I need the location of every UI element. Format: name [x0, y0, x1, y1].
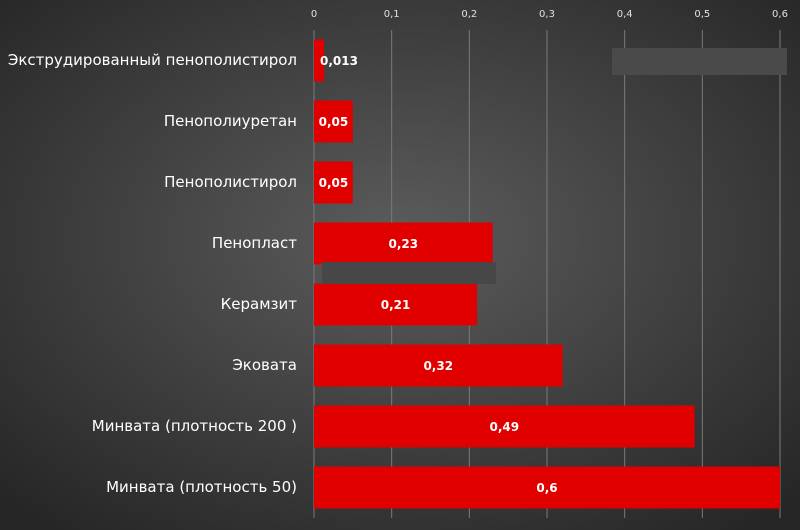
category-label: Керамзит: [221, 295, 298, 313]
x-tick-label: 0,4: [617, 9, 633, 20]
x-tick-label: 0,3: [539, 9, 555, 20]
x-tick-label: 0: [311, 9, 317, 20]
x-tick-label: 0,2: [461, 9, 477, 20]
bar: [314, 39, 325, 82]
category-label: Эковата: [232, 356, 297, 374]
category-label: Пенополистирол: [164, 173, 297, 191]
category-label: Минвата (плотность 200 ): [92, 417, 297, 435]
value-label: 0,23: [389, 237, 419, 251]
bar: [314, 405, 695, 448]
x-tick-label: 0,6: [772, 9, 788, 20]
value-label: 0,013: [320, 54, 358, 68]
value-label: 0,6: [536, 481, 557, 495]
bar: [314, 283, 478, 326]
bar: [314, 222, 493, 265]
value-label: 0,05: [319, 176, 349, 190]
bar: [314, 161, 353, 204]
value-label: 0,21: [381, 298, 411, 312]
category-label: Пенопласт: [212, 234, 297, 252]
value-label: 0,32: [423, 359, 453, 373]
category-label: Экструдированный пенополистирол: [8, 51, 297, 69]
value-label: 0,49: [489, 420, 519, 434]
x-tick-label: 0,5: [694, 9, 710, 20]
category-label: Пенополиуретан: [164, 112, 297, 130]
bar: [314, 100, 353, 143]
x-tick-label: 0,1: [384, 9, 400, 20]
value-label: 0,05: [319, 115, 349, 129]
bar: [314, 466, 780, 509]
overlay: [322, 262, 496, 284]
bar: [314, 344, 563, 387]
category-label: Минвата (плотность 50): [106, 478, 297, 496]
overlay: [612, 48, 787, 75]
